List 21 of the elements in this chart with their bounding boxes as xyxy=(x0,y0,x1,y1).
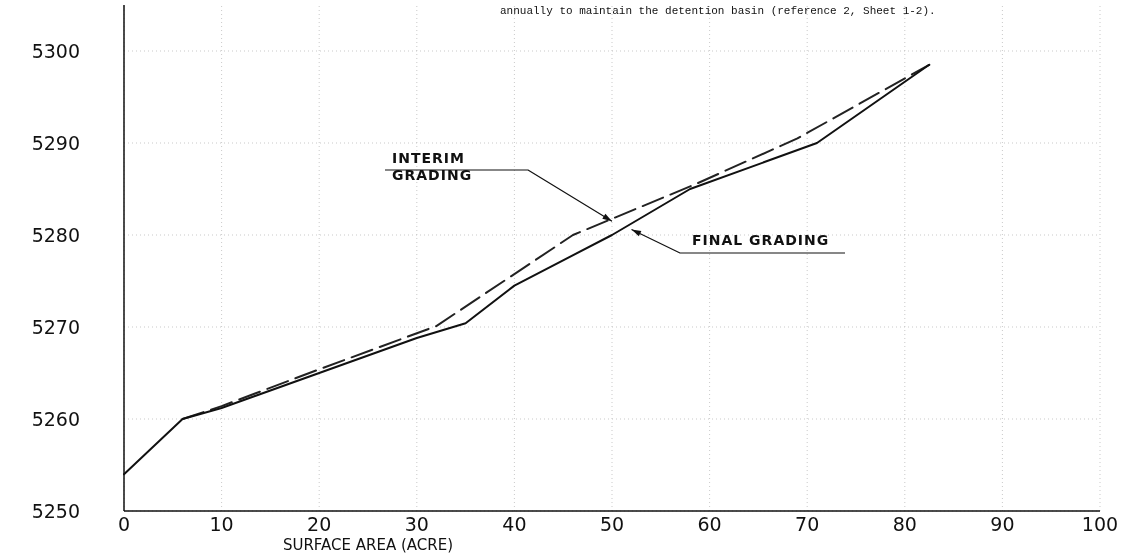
x-tick-label: 10 xyxy=(209,513,234,535)
y-tick-label: 5280 xyxy=(31,224,80,246)
x-tick-label: 100 xyxy=(1081,513,1119,535)
y-tick-label: 5250 xyxy=(31,500,80,522)
x-axis-title: SURFACE AREA (ACRE) xyxy=(282,536,454,554)
x-tick-label: 80 xyxy=(892,513,917,535)
x-tick-label: 20 xyxy=(307,513,332,535)
y-tick-label: 5270 xyxy=(31,316,80,338)
x-tick-label: 70 xyxy=(795,513,820,535)
annotation: annually to maintain the detention basin (reference 2, Sheet 1-2). xyxy=(500,5,936,17)
y-tick-label: 5290 xyxy=(31,132,80,154)
annotation: FINAL GRADING xyxy=(692,232,830,248)
y-tick-label: 5300 xyxy=(31,40,80,62)
x-tick-label: 40 xyxy=(502,513,527,535)
x-tick-label: 60 xyxy=(697,513,722,535)
x-tick-label: 30 xyxy=(404,513,429,535)
annotation: INTERIM GRADING xyxy=(392,150,473,183)
x-tick-label: 0 xyxy=(117,513,131,535)
x-tick-label: 50 xyxy=(599,513,625,535)
y-tick-label: 5260 xyxy=(31,408,80,430)
x-tick-label: 90 xyxy=(990,513,1015,535)
